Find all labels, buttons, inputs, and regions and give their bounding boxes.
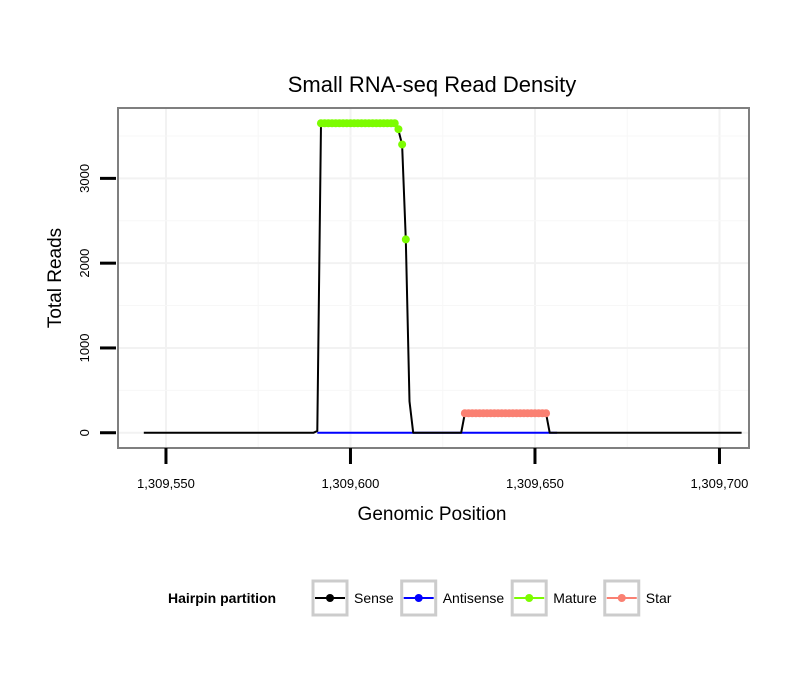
legend-point-star [617, 594, 626, 602]
legend: Hairpin partition Sense Antisense Mature St… [168, 579, 672, 617]
grid-lines [118, 108, 749, 448]
x-tick-label: 1,309,650 [506, 476, 564, 491]
mature-point [398, 140, 407, 149]
star-point [542, 409, 551, 418]
legend-label-star: Star [646, 590, 672, 606]
legend-point-mature [525, 594, 534, 602]
y-axis-title: Total Reads [45, 228, 66, 328]
legend-label-antisense: Antisense [443, 590, 505, 606]
legend-point-sense [326, 594, 334, 602]
plot-background [118, 108, 749, 448]
mature-point [390, 119, 399, 128]
legend-point-antisense [414, 594, 423, 602]
legend-title: Hairpin partition [168, 590, 276, 606]
axes: 1,309,550 1,309,600 1,309,650 1,309,700 0 100… [77, 164, 748, 491]
y-tick-label: 3000 [77, 164, 92, 193]
chart-title: Small RNA-seq Read Density [288, 72, 577, 97]
x-tick-label: 1,309,600 [322, 476, 380, 491]
series-layer [143, 119, 742, 434]
y-tick-label: 1000 [77, 333, 92, 362]
legend-label-mature: Mature [553, 590, 597, 606]
x-tick-label: 1,309,700 [691, 476, 749, 491]
mature-point [401, 235, 410, 244]
legend-label-sense: Sense [354, 590, 394, 606]
y-tick-label: 0 [77, 429, 92, 436]
y-tick-label: 2000 [77, 249, 92, 278]
x-tick-label: 1,309,550 [137, 476, 195, 491]
x-axis-title: Genomic Position [358, 504, 507, 525]
mature-point [394, 125, 403, 134]
plot-border [117, 107, 750, 449]
